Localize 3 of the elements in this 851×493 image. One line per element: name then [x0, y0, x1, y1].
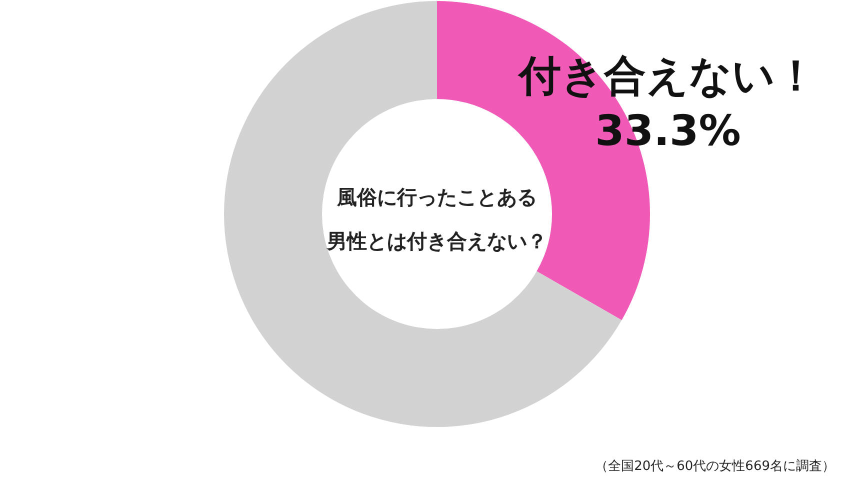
text: 風俗に行ったことある男性とは付き合えない？ [326, 185, 547, 253]
text: （全国20代～60代の女性669名に調査） [595, 459, 835, 474]
slice-label: 付き合えない！ [517, 51, 817, 100]
